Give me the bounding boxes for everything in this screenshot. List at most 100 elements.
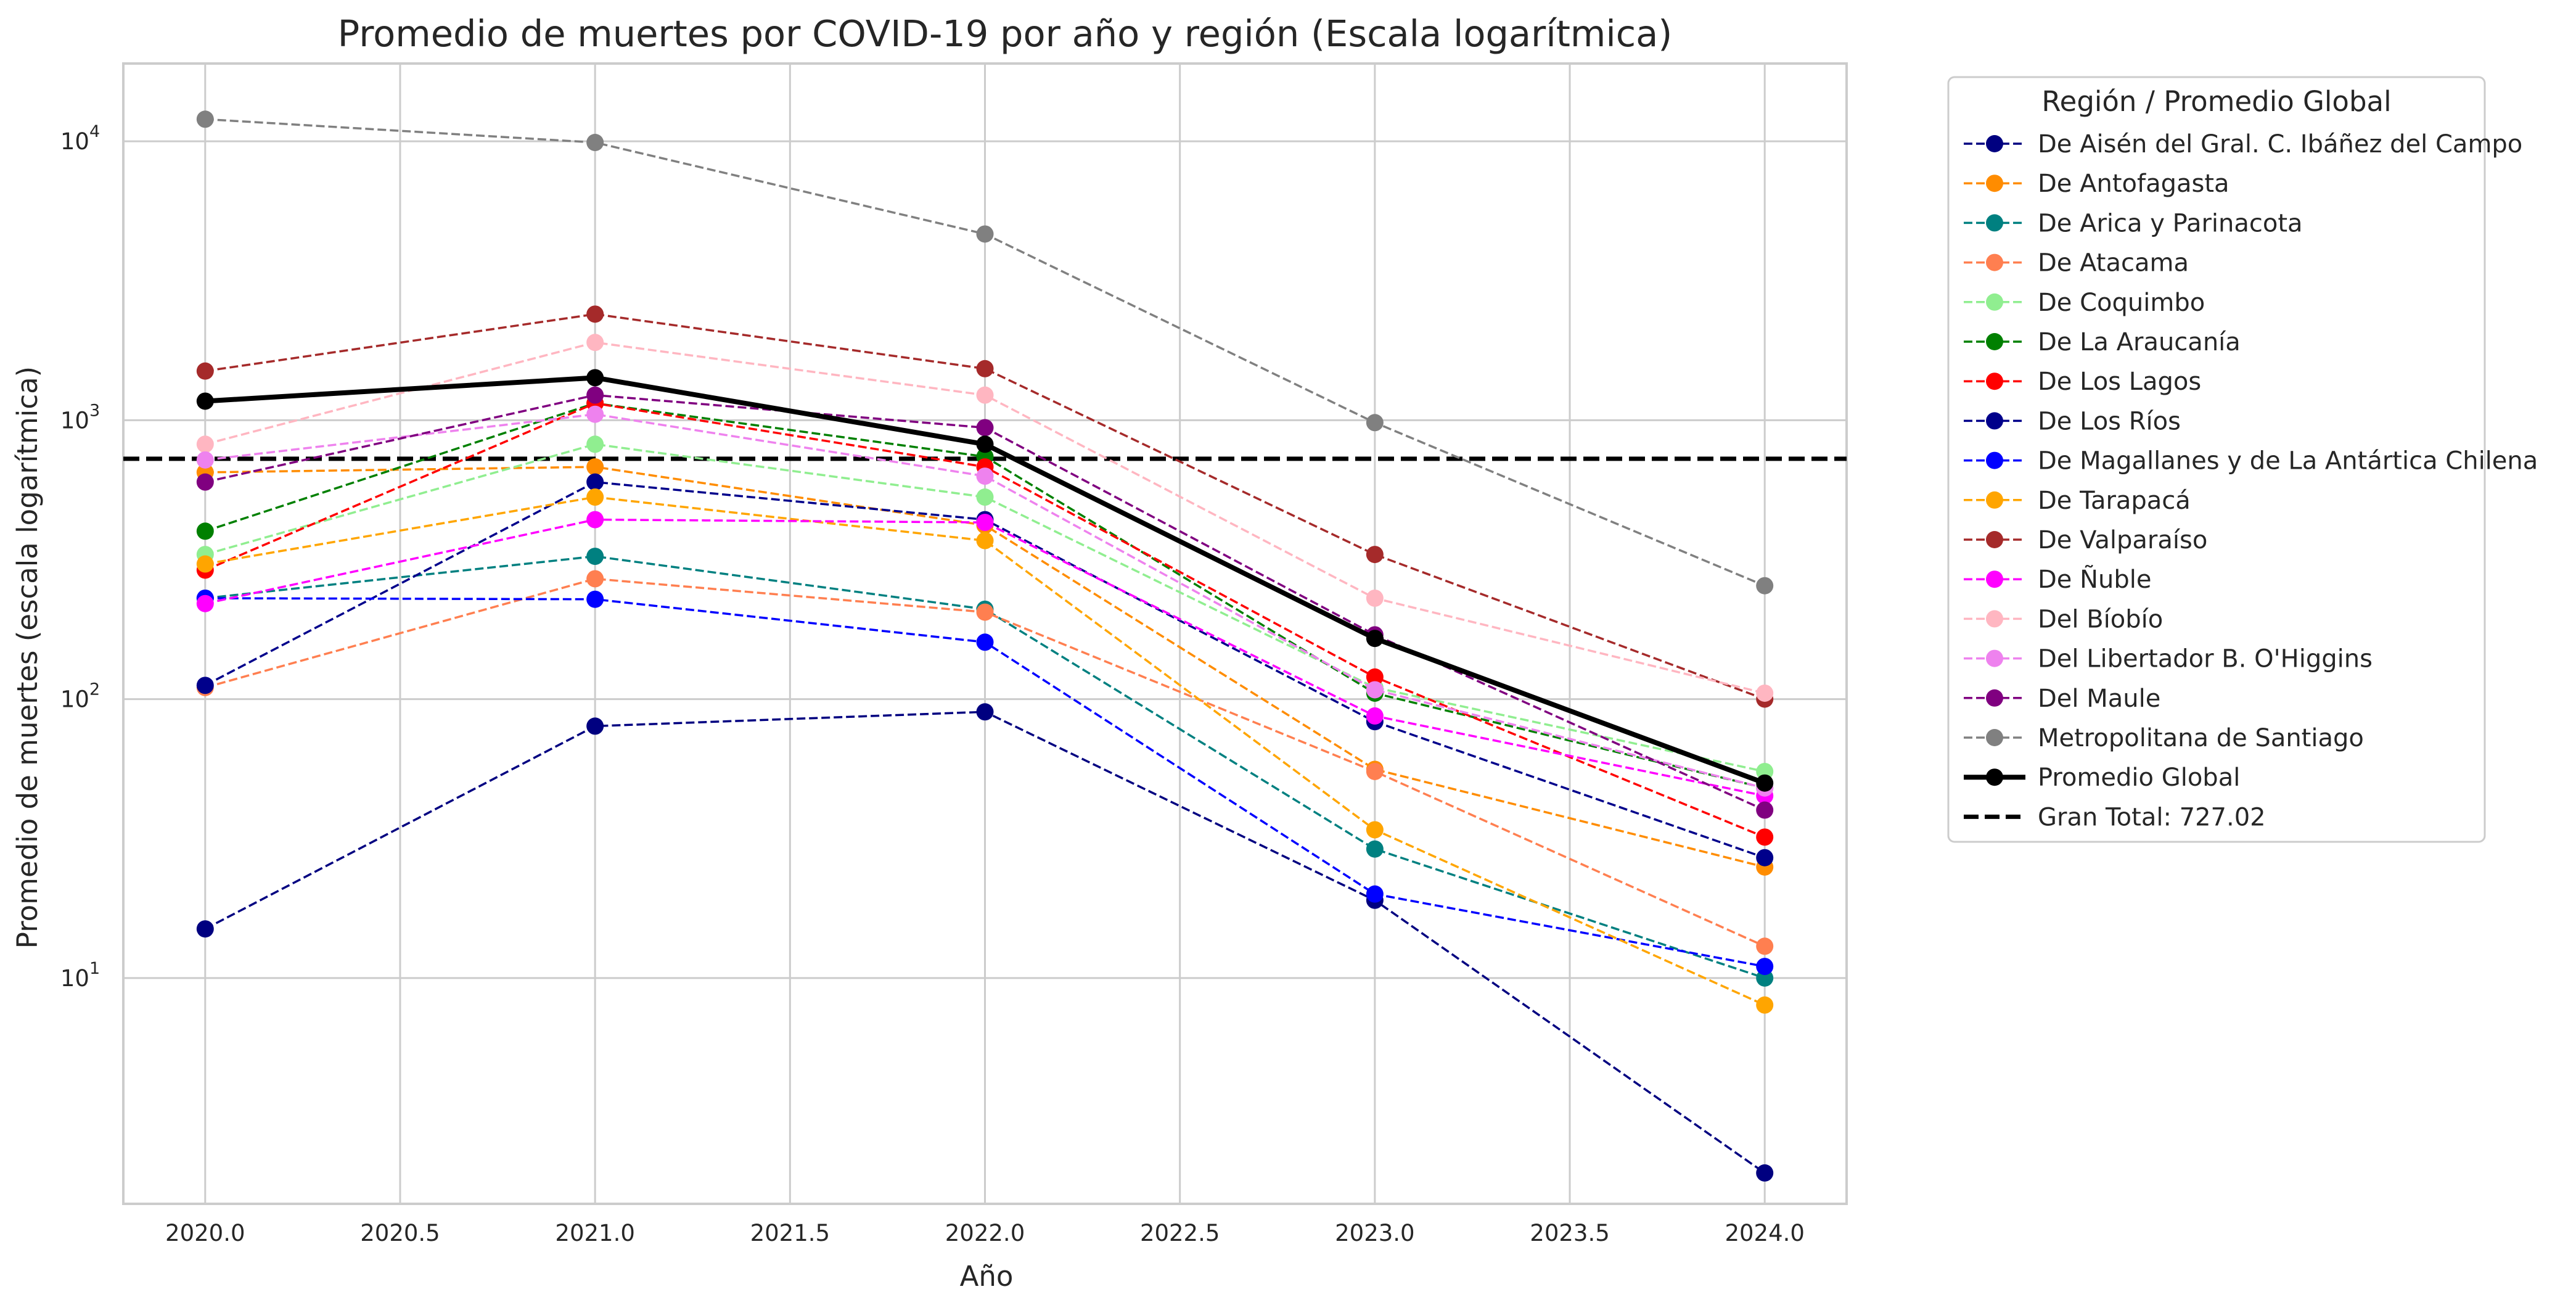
tick-labels: 2020.0 2020.5 2021.0 2021.5 2022.0 2022.5 2023… xyxy=(60,122,1805,1246)
chart-title: Promedio de muertes por COVID-19 por año… xyxy=(338,12,1673,55)
data-point xyxy=(1756,684,1774,702)
plot-area xyxy=(122,62,1848,1205)
data-point xyxy=(1366,546,1384,564)
data-point xyxy=(586,369,604,387)
series-de-ais-n-del-gral-c-ib-ez-del-campo xyxy=(196,703,1774,1182)
x-tick-label: 2020.0 xyxy=(165,1220,245,1246)
data-point xyxy=(586,334,604,352)
series-metropolitana-de-santiago xyxy=(196,110,1774,595)
legend-marker xyxy=(1986,610,2003,628)
legend-label: De Magallanes y de La Antártica Chilena xyxy=(2038,447,2538,475)
legend-label: De Los Ríos xyxy=(2038,407,2181,435)
legend-entry: De Tarapacá xyxy=(1964,487,2191,515)
legend-label: De Tarapacá xyxy=(2038,487,2191,515)
data-point xyxy=(976,633,994,651)
legend-marker xyxy=(1986,293,2003,311)
x-tick-label: 2022.0 xyxy=(945,1220,1025,1246)
legend-label: De Arica y Parinacota xyxy=(2038,209,2303,237)
data-point xyxy=(976,514,994,532)
data-point xyxy=(196,522,214,540)
legend-entry: Gran Total: 727.02 xyxy=(1964,803,2266,831)
data-point xyxy=(1756,828,1774,846)
x-tick-label: 2023.5 xyxy=(1530,1220,1609,1246)
legend-items: De Aisén del Gral. C. Ibáñez del Campo De… xyxy=(1964,130,2538,831)
legend-entry: Del Libertador B. O'Higgins xyxy=(1964,645,2373,673)
data-point xyxy=(1756,958,1774,976)
data-point xyxy=(976,225,994,243)
legend-marker xyxy=(1986,135,2003,152)
data-point xyxy=(1756,996,1774,1014)
data-point xyxy=(976,360,994,377)
legend-entry: De Atacama xyxy=(1964,249,2189,278)
data-point xyxy=(196,595,214,612)
legend-label: Gran Total: 727.02 xyxy=(2038,803,2266,831)
y-tick-label: 101 xyxy=(60,959,100,992)
legend-marker xyxy=(1986,372,2003,390)
legend-entry: Promedio Global xyxy=(1964,764,2240,792)
data-point xyxy=(586,473,604,491)
legend-label: De Los Lagos xyxy=(2038,368,2201,396)
legend-entry: De Arica y Parinacota xyxy=(1964,209,2303,237)
y-tick-label: 102 xyxy=(60,680,100,713)
data-point xyxy=(586,405,604,423)
series-line xyxy=(205,413,1765,789)
legend-frame xyxy=(1947,76,2486,843)
series-del-b-ob-o xyxy=(196,334,1774,702)
data-point xyxy=(586,488,604,506)
legend: Región / Promedio Global De Aisén del Gr… xyxy=(1947,76,2538,843)
data-point xyxy=(976,419,994,437)
data-point xyxy=(1756,937,1774,955)
data-point xyxy=(1366,762,1384,780)
legend-label: De Aisén del Gral. C. Ibáñez del Campo xyxy=(2038,130,2522,158)
x-tick-label: 2022.5 xyxy=(1140,1220,1220,1246)
legend-entry: De Los Ríos xyxy=(1964,407,2181,435)
data-point xyxy=(586,435,604,453)
data-point xyxy=(1366,885,1384,903)
series-line xyxy=(205,518,1765,797)
legend-label: Del Maule xyxy=(2038,685,2160,713)
data-point xyxy=(976,703,994,721)
data-point xyxy=(976,488,994,506)
data-point xyxy=(196,110,214,128)
legend-marker xyxy=(1986,768,2003,786)
data-point xyxy=(1366,707,1384,725)
legend-marker xyxy=(1986,491,2003,509)
legend-marker xyxy=(1986,214,2003,232)
series-de-magallanes-y-de-la-ant-rtica-chilena xyxy=(196,589,1774,976)
data-point xyxy=(1756,774,1774,792)
legend-entry: Del Bíobío xyxy=(1964,605,2163,633)
legend-label: Promedio Global xyxy=(2038,764,2240,792)
legend-marker xyxy=(1986,729,2003,746)
x-axis-label: Año xyxy=(960,1260,1014,1293)
legend-entry: De La Araucanía xyxy=(1964,328,2241,356)
legend-label: De Ñuble xyxy=(2038,564,2152,594)
legend-entry: De Aisén del Gral. C. Ibáñez del Campo xyxy=(1964,130,2522,158)
legend-entry: De Coquimbo xyxy=(1964,289,2205,317)
data-point xyxy=(586,717,604,735)
legend-label: De Valparaíso xyxy=(2038,526,2207,554)
legend-marker xyxy=(1986,412,2003,430)
data-point xyxy=(976,603,994,621)
data-point xyxy=(1366,681,1384,699)
data-point xyxy=(586,511,604,529)
legend-label: De La Araucanía xyxy=(2038,328,2241,356)
series-line xyxy=(205,496,1765,1006)
legend-entry: Del Maule xyxy=(1964,685,2160,713)
data-point xyxy=(586,570,604,588)
legend-label: De Atacama xyxy=(2038,249,2189,278)
data-point xyxy=(586,386,604,404)
data-point xyxy=(586,305,604,323)
data-point xyxy=(586,458,604,476)
data-point xyxy=(1366,589,1384,607)
data-point xyxy=(586,590,604,608)
legend-label: Metropolitana de Santiago xyxy=(2038,724,2364,752)
legend-entry: De Magallanes y de La Antártica Chilena xyxy=(1964,447,2538,475)
series-promedio-global xyxy=(196,369,1774,792)
legend-entry: De Ñuble xyxy=(1964,564,2152,594)
legend-label: Del Bíobío xyxy=(2038,605,2163,633)
legend-marker xyxy=(1986,531,2003,548)
y-axis-label: Promedio de muertes (escala logarítmica) xyxy=(11,366,44,949)
data-point xyxy=(1756,801,1774,819)
legend-marker xyxy=(1986,570,2003,588)
